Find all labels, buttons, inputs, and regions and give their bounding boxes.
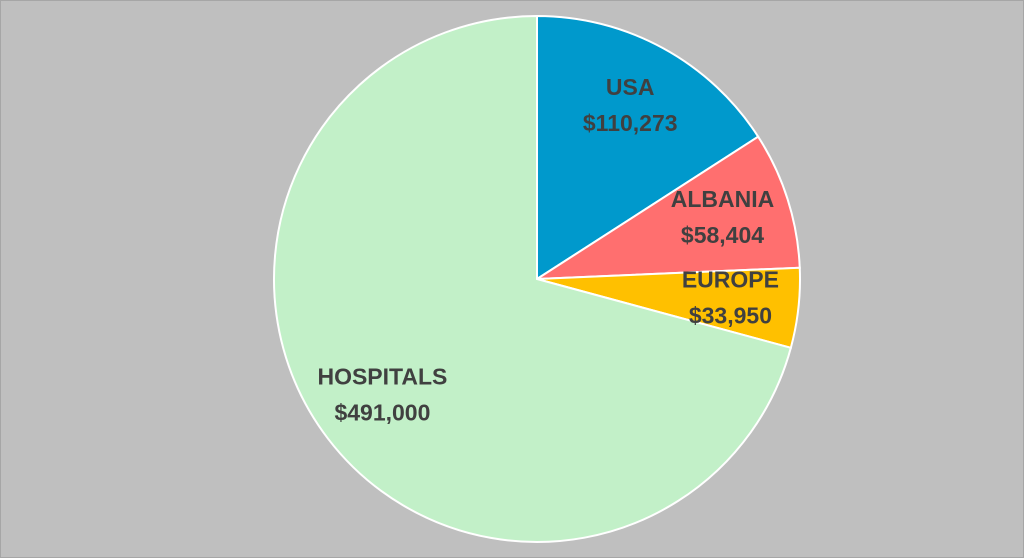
slice-label: EUROPE	[682, 267, 779, 293]
slice-value-label: $58,404	[681, 222, 764, 248]
pie-slice	[533, 135, 801, 281]
slice-value-label: $33,950	[689, 303, 772, 329]
slice-label: HOSPITALS	[317, 363, 447, 389]
pie-slice	[273, 14, 793, 543]
pie-slice	[536, 14, 760, 281]
slice-value-label: $110,273	[583, 110, 678, 136]
slice-value-label: $491,000	[334, 399, 430, 425]
slice-label: ALBANIA	[671, 186, 775, 212]
slice-label: USA	[606, 74, 655, 100]
